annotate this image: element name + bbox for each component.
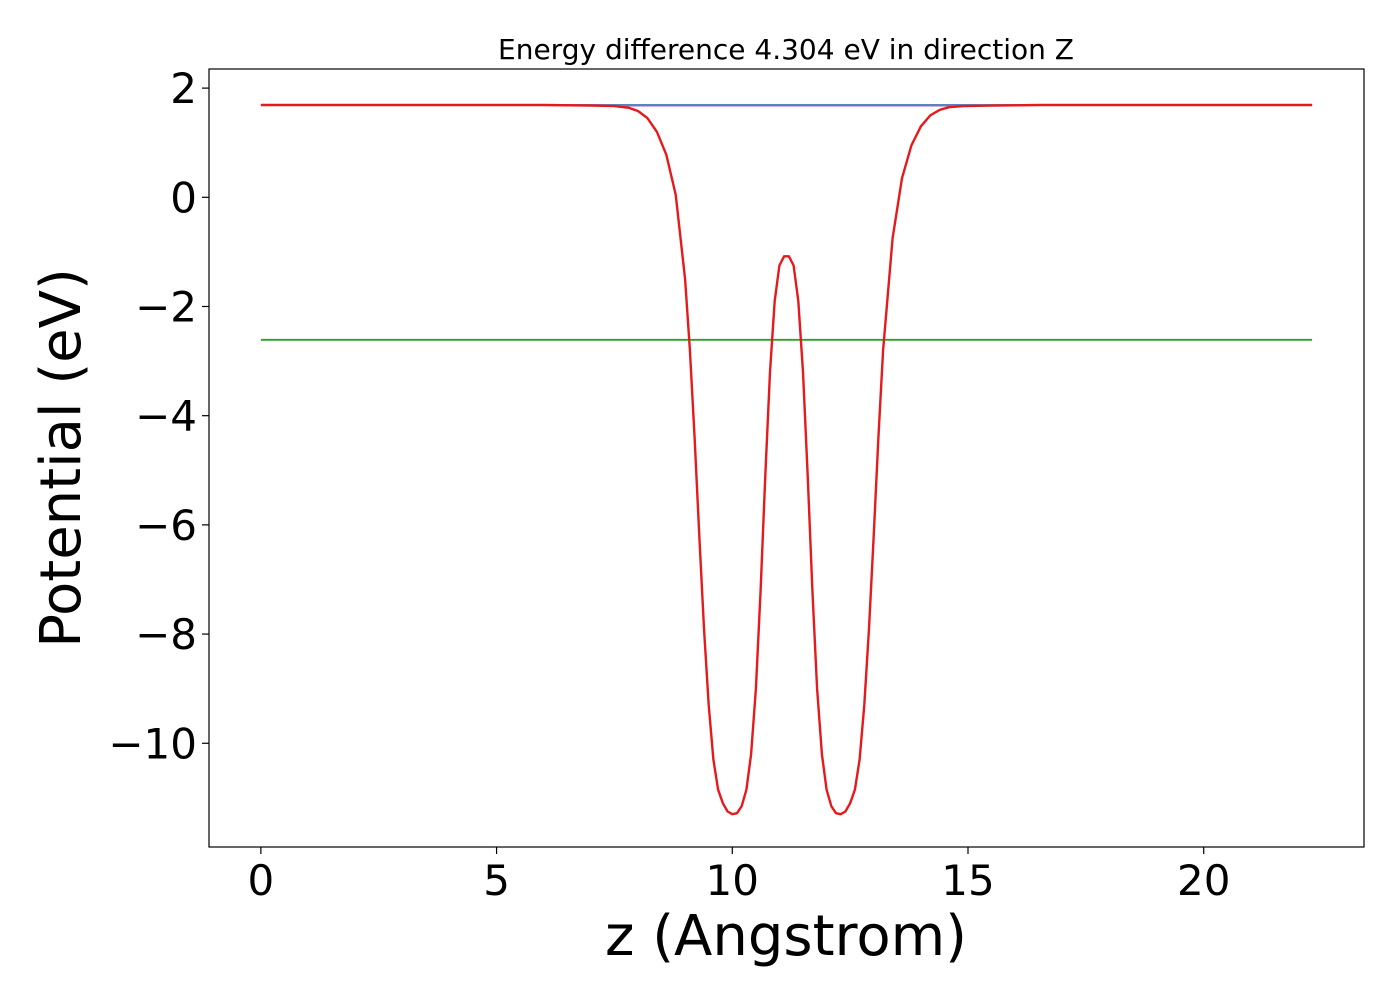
x-axis-ticks: 0 5 10 15 20	[247, 847, 1230, 905]
series-layer	[260, 103, 1313, 816]
x-tick-label: 5	[483, 856, 510, 905]
y-tick-label: 0	[170, 173, 197, 222]
chart-title: Energy difference 4.304 eV in direction …	[498, 33, 1074, 66]
y-tick-label: −10	[108, 719, 197, 768]
y-tick-label: −4	[135, 392, 197, 441]
y-tick-label: −2	[135, 282, 197, 331]
x-tick-label: 15	[941, 856, 994, 905]
y-tick-label: −6	[135, 501, 197, 550]
x-tick-label: 20	[1177, 856, 1230, 905]
series-line-3	[260, 103, 1313, 816]
y-axis-label: Potential (eV)	[29, 268, 94, 648]
x-tick-label: 0	[247, 856, 274, 905]
x-tick-label: 10	[706, 856, 759, 905]
y-tick-label: −8	[135, 610, 197, 659]
y-axis-ticks: 2 0 −2 −4 −6 −8 −10	[108, 64, 209, 768]
plot-frame	[208, 68, 1365, 848]
y-tick-label: 2	[170, 64, 197, 113]
x-axis-label: z (Angstrom)	[605, 904, 967, 969]
